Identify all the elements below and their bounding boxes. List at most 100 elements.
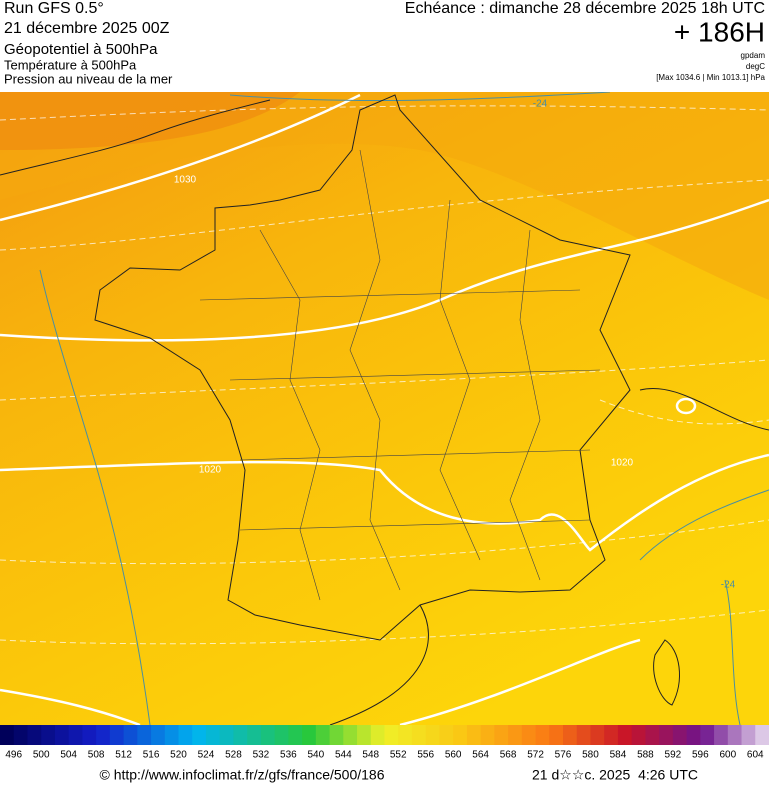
color-swatch [164, 725, 180, 745]
color-swatch [755, 725, 769, 745]
color-swatch [315, 725, 331, 745]
color-swatch [508, 725, 523, 745]
color-swatch [604, 725, 619, 745]
color-swatch [480, 725, 495, 745]
coastlines [0, 94, 769, 725]
map-label: 1020 [611, 458, 634, 469]
legend-label: 520 [170, 750, 187, 761]
legend-label: 596 [692, 750, 709, 761]
hour: + 186H [674, 16, 765, 47]
color-swatch [288, 725, 303, 745]
unit: gpdam [741, 51, 766, 60]
color-swatch [274, 725, 289, 745]
legend-label: 560 [445, 750, 462, 761]
color-swatch [205, 725, 221, 745]
color-swatch [151, 725, 166, 745]
color-swatch [741, 725, 756, 745]
color-swatch [686, 725, 701, 745]
field: Température à 500hPa [4, 57, 137, 72]
temperature-lines [0, 105, 769, 645]
contour-band [0, 92, 769, 300]
legend-label: 576 [555, 750, 572, 761]
map-label: -24 [721, 580, 736, 591]
range: [Max 1034.6 | Min 1013.1] hPa [656, 73, 765, 82]
legend-label: 536 [280, 750, 297, 761]
legend-label: 568 [500, 750, 517, 761]
color-swatch [590, 725, 605, 745]
legend-label: 496 [5, 750, 22, 761]
color-swatch [27, 725, 42, 745]
color-swatch [439, 725, 454, 745]
color-swatch [398, 725, 413, 745]
color-swatch [0, 725, 15, 745]
color-swatch [68, 725, 83, 745]
legend-label: 508 [88, 750, 105, 761]
color-swatch [343, 725, 358, 745]
color-swatch [96, 725, 111, 745]
color-swatch [727, 725, 743, 745]
color-swatch [137, 725, 152, 745]
color-swatch [178, 725, 193, 745]
color-swatch [370, 725, 385, 745]
run: Run GFS 0.5° [4, 0, 104, 17]
color-swatch [549, 725, 564, 745]
legend-label: 580 [582, 750, 599, 761]
color-swatch [411, 725, 427, 745]
contour-band [0, 92, 300, 150]
map: -24 1030 1020 1020 -24 [0, 92, 769, 725]
color-swatch [329, 725, 344, 745]
legend-label: 504 [60, 750, 77, 761]
color-swatch [109, 725, 125, 745]
color-swatch [302, 725, 317, 745]
color-swatch [82, 725, 97, 745]
color-swatch [357, 725, 372, 745]
legend-label: 548 [362, 750, 379, 761]
color-swatch [672, 725, 688, 745]
footer-date: 21 d☆☆c. 2025 4:26 UTC [532, 767, 698, 783]
departement-borders [199, 149, 601, 601]
legend-label: 604 [747, 750, 764, 761]
legend-label: 524 [198, 750, 215, 761]
thickness-lines [39, 92, 769, 725]
color-swatch [631, 725, 646, 745]
color-swatch [192, 725, 207, 745]
field: Pression au niveau de la mer [4, 71, 173, 86]
color-swatch [535, 725, 550, 745]
legend-label: 544 [335, 750, 352, 761]
color-swatch [617, 725, 633, 745]
legend-label: 600 [719, 750, 736, 761]
legend-label: 500 [33, 750, 50, 761]
color-swatch [466, 725, 482, 745]
legend-label: 556 [417, 750, 434, 761]
legend-label: 588 [637, 750, 654, 761]
color-swatch [123, 725, 138, 745]
legend-label: 572 [527, 750, 544, 761]
field: Géopotentiel à 500hPa [4, 41, 158, 58]
map-label: -24 [533, 99, 548, 110]
map-label: 1020 [199, 465, 222, 476]
color-swatch [714, 725, 729, 745]
color-swatch [563, 725, 578, 745]
echeance: Echéance : dimanche 28 décembre 2025 18h… [405, 0, 765, 17]
legend-label: 532 [253, 750, 270, 761]
color-swatch [425, 725, 440, 745]
color-swatch [494, 725, 509, 745]
color-swatch [219, 725, 234, 745]
color-swatch [453, 725, 468, 745]
legend-label: 552 [390, 750, 407, 761]
isobars [0, 93, 769, 725]
color-swatch [700, 725, 715, 745]
legend-label: 584 [610, 750, 627, 761]
color-swatch [645, 725, 660, 745]
legend-label: 512 [115, 750, 132, 761]
color-swatch [384, 725, 399, 745]
color-swatch [13, 725, 28, 745]
legend-label: 516 [143, 750, 160, 761]
unit: degC [746, 62, 765, 71]
color-swatch [233, 725, 248, 745]
color-legend: 496 500 504 508 512 516 520 524 528 532 536 540 544 5… [0, 725, 769, 761]
header: Run GFS 0.5° 21 décembre 2025 00Z Géopot… [4, 0, 766, 86]
map-label: 1030 [174, 175, 197, 186]
color-swatch [576, 725, 591, 745]
